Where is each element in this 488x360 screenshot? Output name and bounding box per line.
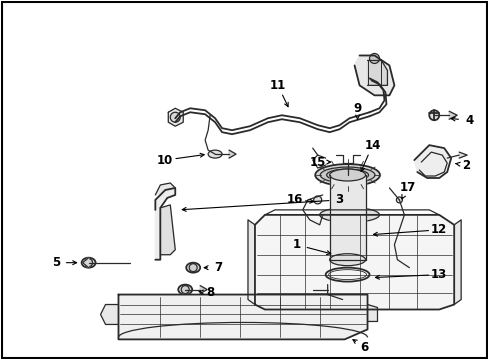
Text: 17: 17: [398, 181, 415, 194]
Ellipse shape: [84, 259, 92, 267]
Polygon shape: [458, 152, 466, 158]
Text: 8: 8: [205, 286, 214, 299]
Text: 11: 11: [269, 79, 285, 92]
Text: 3: 3: [335, 193, 343, 206]
Polygon shape: [354, 55, 394, 95]
Polygon shape: [413, 145, 450, 178]
Polygon shape: [200, 285, 207, 293]
Polygon shape: [254, 215, 453, 310]
Ellipse shape: [428, 110, 438, 120]
Polygon shape: [160, 205, 175, 255]
Ellipse shape: [369, 54, 379, 63]
Text: 7: 7: [214, 261, 222, 274]
Polygon shape: [82, 258, 88, 268]
Text: 5: 5: [52, 256, 60, 269]
Ellipse shape: [170, 112, 180, 122]
Polygon shape: [155, 183, 175, 195]
Ellipse shape: [319, 207, 379, 222]
Ellipse shape: [320, 167, 374, 183]
Ellipse shape: [178, 285, 192, 294]
Text: 9: 9: [353, 102, 361, 115]
Polygon shape: [329, 175, 365, 260]
Ellipse shape: [181, 285, 189, 293]
Ellipse shape: [396, 197, 402, 203]
Polygon shape: [247, 220, 254, 305]
Polygon shape: [453, 220, 460, 305]
Ellipse shape: [329, 169, 365, 181]
Ellipse shape: [313, 196, 321, 204]
Text: 10: 10: [157, 154, 173, 167]
Text: 12: 12: [430, 223, 447, 236]
Polygon shape: [367, 305, 377, 321]
Polygon shape: [448, 111, 456, 119]
Ellipse shape: [208, 150, 222, 158]
Polygon shape: [228, 150, 236, 158]
Text: 2: 2: [461, 158, 469, 172]
Text: 1: 1: [292, 238, 300, 251]
Text: 14: 14: [364, 139, 380, 152]
Ellipse shape: [329, 254, 365, 266]
Ellipse shape: [186, 263, 200, 273]
Text: 16: 16: [286, 193, 303, 206]
Polygon shape: [118, 294, 367, 339]
Text: 6: 6: [360, 341, 368, 354]
Polygon shape: [101, 305, 118, 324]
Text: 13: 13: [430, 268, 447, 281]
Polygon shape: [155, 188, 175, 260]
Text: 4: 4: [464, 114, 472, 127]
Text: 15: 15: [309, 156, 325, 168]
Ellipse shape: [81, 258, 95, 268]
Ellipse shape: [315, 164, 379, 186]
Polygon shape: [367, 60, 386, 85]
Polygon shape: [168, 108, 183, 126]
Ellipse shape: [189, 264, 197, 272]
